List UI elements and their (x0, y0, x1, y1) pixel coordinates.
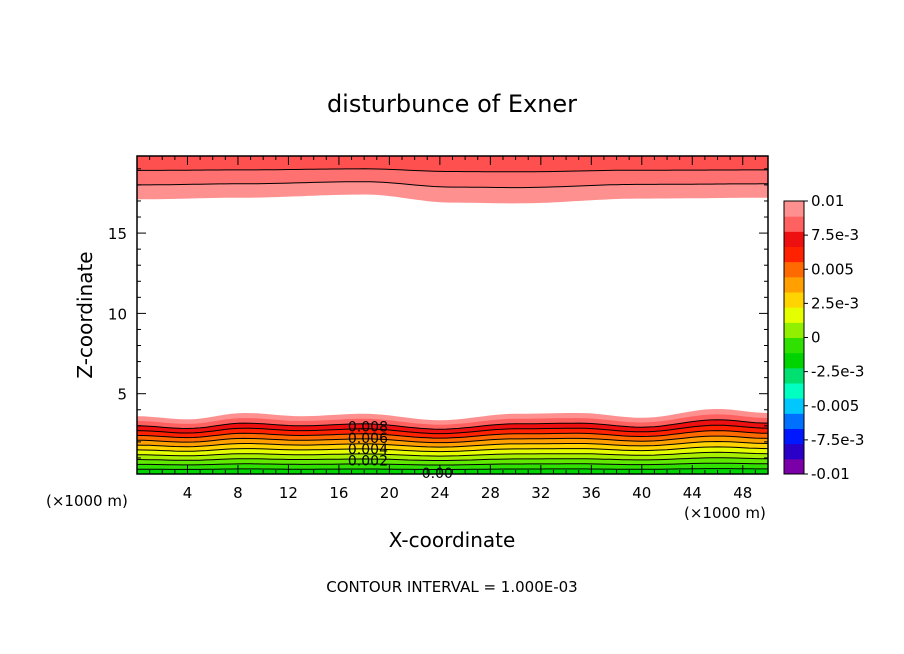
colorbar-swatch (784, 216, 804, 232)
x-tick-label: 36 (582, 484, 601, 502)
colorbar-tick-label: 7.5e-3 (811, 226, 859, 244)
contour-line (137, 468, 768, 470)
colorbar-swatch (784, 383, 804, 399)
contour-line (136, 440, 769, 448)
colorbar-swatch (784, 246, 804, 263)
contour-line (136, 424, 769, 435)
x-tick-label: 12 (279, 484, 298, 502)
contour-line (136, 446, 769, 453)
colorbar-tick-label: -2.5e-3 (811, 363, 864, 381)
colorbar-swatch (784, 443, 804, 460)
y-axis-label: Z-coordinate (73, 251, 97, 378)
contour-label: 0.00 (422, 466, 453, 482)
colorbar-swatch (784, 398, 804, 414)
colorbar-swatch (784, 276, 804, 293)
x-unit-label-left: (×1000 m) (46, 492, 128, 510)
x-tick-label: 40 (632, 484, 651, 502)
y-tick-label: 10 (108, 305, 127, 323)
contour-line (136, 451, 769, 457)
contour-line (136, 419, 769, 430)
contour-line (137, 430, 769, 439)
colorbar-swatch (784, 337, 804, 354)
x-tick-label: 24 (430, 484, 449, 502)
x-tick-label: 8 (233, 484, 243, 502)
contour-interval-note: CONTOUR INTERVAL = 1.000E-03 (326, 578, 577, 596)
contour-label: 0.008 (348, 420, 388, 436)
x-tick-label: 16 (329, 484, 348, 502)
colorbar-tick-label: 0.01 (811, 192, 844, 210)
colorbar-swatch (784, 367, 804, 384)
x-tick-label: 48 (733, 484, 752, 502)
colorbar-tick-label: 2.5e-3 (811, 294, 859, 312)
x-tick-label: 20 (380, 484, 399, 502)
y-tick-label: 15 (108, 225, 127, 243)
colorbar-tick-label: 0.005 (811, 260, 854, 278)
plot-area (136, 156, 769, 474)
contour-line (136, 168, 768, 173)
y-tick-label: 5 (117, 386, 127, 404)
colorbar-swatch (784, 231, 804, 247)
contour-line (137, 181, 768, 189)
contour-label: 0.006 (348, 431, 388, 447)
colorbar: 0.01 7.5e-3 0.005 2.5e-3 0 -2.5e-3 -0.005 -7.5e… (783, 192, 864, 483)
x-unit-label-right: (×1000 m) (684, 504, 766, 522)
colorbar-swatch (784, 413, 804, 429)
colorbar-swatch (784, 307, 804, 323)
colorbar-tick-label: -0.005 (811, 397, 859, 415)
colorbar-swatch (784, 352, 804, 369)
x-tick-label: 44 (683, 484, 702, 502)
contour-band-top (137, 156, 768, 172)
colorbar-tick-label: 0 (811, 329, 821, 347)
colorbar-swatch (784, 261, 804, 278)
contour-line (137, 462, 768, 466)
contour-label: 0.002 (348, 453, 388, 469)
x-tick-label: 28 (481, 484, 500, 502)
colorbar-tick-label: -7.5e-3 (811, 431, 864, 449)
x-tick-label: 32 (531, 484, 550, 502)
colorbar-tick-label: -0.01 (811, 465, 850, 483)
colorbar-swatch (784, 428, 804, 445)
x-axis-label: X-coordinate (389, 528, 516, 552)
x-tick-label: 4 (183, 484, 193, 502)
chart-title: disturbunce of Exner (327, 90, 577, 118)
contour-line (136, 457, 768, 461)
colorbar-swatch (784, 322, 804, 338)
colorbar-swatch (784, 201, 804, 217)
contour-label: 0.004 (348, 442, 388, 458)
contour-line (137, 435, 769, 444)
colorbar-swatch (784, 292, 804, 308)
colorbar-swatch (784, 458, 804, 475)
